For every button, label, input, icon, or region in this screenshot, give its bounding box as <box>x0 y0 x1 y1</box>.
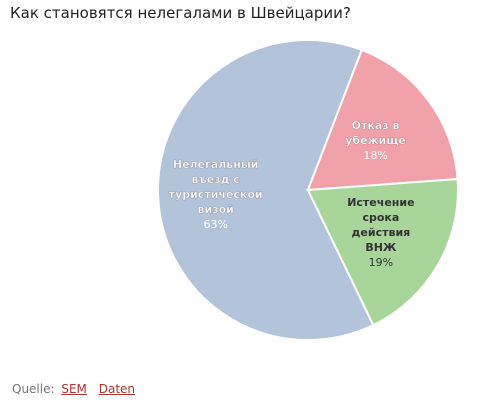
slice-label-line: визой <box>198 203 234 216</box>
slice-label-line: Отказ в <box>352 119 400 132</box>
slice-label-line: туристической <box>169 188 263 201</box>
slice-label-line: ВНЖ <box>365 241 397 254</box>
slice-label-line: действия <box>352 226 411 239</box>
source-prefix: Quelle: <box>12 382 55 396</box>
slice-label-line: въезд с <box>192 173 240 186</box>
slice-label-2: Отказ в убежище 18% <box>345 119 406 162</box>
source-link-data[interactable]: Daten <box>98 382 136 396</box>
slice-label-line: Нелегальный <box>173 158 259 171</box>
pie-slice-3 <box>306 177 459 327</box>
slice-value-label: 18% <box>363 149 387 162</box>
pie-slice-1 <box>157 39 375 341</box>
slice-label-line: срока <box>362 211 399 224</box>
slice-label-line: убежище <box>345 134 406 147</box>
pie-slice-2 <box>306 48 459 192</box>
slice-label-line: Истечение <box>347 196 414 209</box>
slice-label-3: Истечение срока действия ВНЖ 19% <box>347 196 414 269</box>
source-line: Quelle: SEM Daten <box>12 382 135 396</box>
slice-label-1: Нелегальный въезд с туристической визой 63% <box>168 158 263 231</box>
slice-value-label: 63% <box>203 218 227 231</box>
slice-value-label: 19% <box>369 256 393 269</box>
chart-title: Как становятся нелегалами в Швейцарии? <box>10 4 351 22</box>
source-link-sem[interactable]: SEM <box>61 382 87 396</box>
